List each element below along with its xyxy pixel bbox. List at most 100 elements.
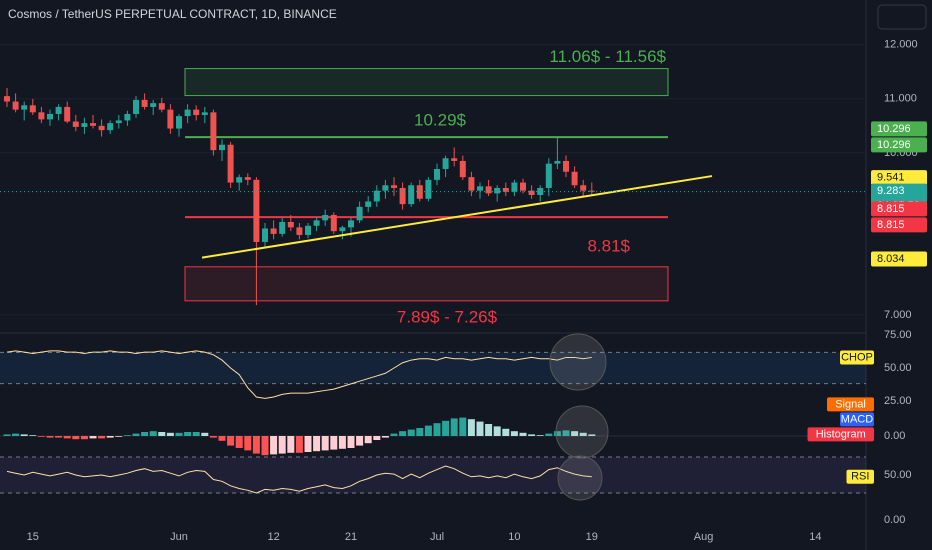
price-zone	[184, 266, 669, 302]
candle-body	[485, 186, 492, 194]
candle-body	[107, 123, 114, 131]
zone-label: 7.89$ - 7.26$	[397, 307, 498, 326]
candle-body	[47, 113, 53, 120]
candle-body	[502, 187, 509, 192]
candle-body	[477, 186, 483, 191]
price-tag	[871, 217, 927, 233]
indicator-tag	[840, 350, 874, 365]
candle-body	[55, 106, 62, 114]
histogram-bar	[588, 434, 596, 436]
histogram-bar	[184, 432, 192, 436]
histogram-bar	[579, 432, 587, 436]
histogram-bar	[433, 423, 441, 436]
histogram-bar	[209, 436, 217, 438]
histogram-bar	[37, 436, 45, 437]
candle-body	[133, 99, 139, 114]
band-fill	[0, 352, 866, 384]
histogram-bar	[12, 433, 20, 436]
histogram-bar	[55, 436, 63, 438]
candle-body	[29, 105, 36, 113]
candle-body	[227, 144, 234, 183]
indicator-tag	[807, 427, 874, 442]
histogram-bar	[115, 436, 123, 437]
candle-body	[158, 103, 165, 110]
histogram-bar	[313, 436, 321, 452]
histogram-bar	[330, 436, 338, 450]
histogram-bar	[149, 431, 157, 436]
highlight-circle	[555, 405, 609, 459]
histogram-bar	[192, 432, 200, 436]
histogram-bar	[304, 436, 312, 452]
histogram-bar	[510, 431, 518, 436]
candle-body	[511, 182, 518, 192]
candle-body	[434, 169, 440, 180]
candle-body	[373, 190, 380, 202]
candle-body	[563, 160, 569, 172]
candle-body	[21, 105, 28, 110]
candle-body	[81, 123, 88, 127]
price-tag	[871, 170, 927, 186]
candle-body	[339, 227, 346, 232]
candle-body	[588, 190, 595, 192]
candle-body	[365, 201, 372, 207]
x-tick-label: 15	[27, 531, 39, 543]
histogram-bar	[132, 433, 140, 436]
y-tick-label: 75.00	[884, 329, 912, 341]
price-tag-label: 9.283	[877, 185, 905, 197]
price-zone	[184, 68, 669, 97]
price-tag-label: 8.815	[877, 203, 905, 215]
histogram-bar	[485, 424, 493, 436]
menu-button[interactable]	[877, 4, 927, 30]
histogram-bar	[278, 436, 286, 454]
candle-body	[12, 101, 19, 110]
highlight-circle	[557, 455, 603, 501]
candle-body	[520, 182, 526, 191]
histogram-bar	[63, 436, 71, 439]
candle-body	[416, 185, 423, 199]
candle-body	[90, 123, 96, 126]
candle-body	[305, 225, 311, 235]
candle-body	[124, 113, 131, 121]
histogram-bar	[450, 418, 458, 436]
y-tick-label: 50.00	[884, 469, 912, 481]
histogram-bar	[158, 432, 166, 436]
histogram-bar	[287, 436, 295, 453]
price-tag-label: 8.034	[877, 253, 905, 265]
histogram-bar	[20, 434, 28, 436]
candle-body	[528, 190, 535, 195]
candle-body	[399, 187, 406, 205]
histogram-bar	[295, 436, 303, 453]
y-tick-label: 11.000	[884, 93, 917, 105]
y-tick-label: 12.000	[884, 39, 918, 51]
candle-body	[468, 177, 475, 191]
histogram-bar	[98, 436, 106, 439]
price-tag	[871, 121, 927, 137]
histogram-bar	[175, 432, 183, 436]
candle-body	[253, 179, 260, 242]
candle-body	[184, 109, 191, 117]
histogram-bar	[467, 419, 475, 436]
histogram-bar	[476, 421, 484, 436]
histogram-bar	[364, 436, 372, 444]
legend-tag-label: MACD	[841, 413, 873, 425]
chart-title: Cosmos / TetherUS PERPETUAL CONTRACT, 1D…	[8, 7, 337, 21]
x-tick-label: 10	[508, 531, 520, 543]
histogram-bar	[270, 436, 278, 455]
candle-body	[554, 160, 561, 164]
candle-body	[279, 221, 286, 234]
histogram-bar	[528, 434, 536, 436]
candle-body	[330, 214, 337, 232]
histogram-bar	[347, 436, 355, 448]
histogram-bar	[123, 435, 131, 436]
x-tick-label: 14	[809, 531, 821, 543]
histogram-bar	[407, 429, 415, 436]
histogram-bar	[261, 436, 269, 456]
candle-body	[494, 187, 501, 194]
x-tick-label: Jul	[430, 531, 444, 543]
histogram-bar	[424, 425, 432, 436]
histogram-bar	[356, 436, 364, 446]
price-tag	[871, 251, 927, 267]
candle-body	[391, 185, 397, 188]
